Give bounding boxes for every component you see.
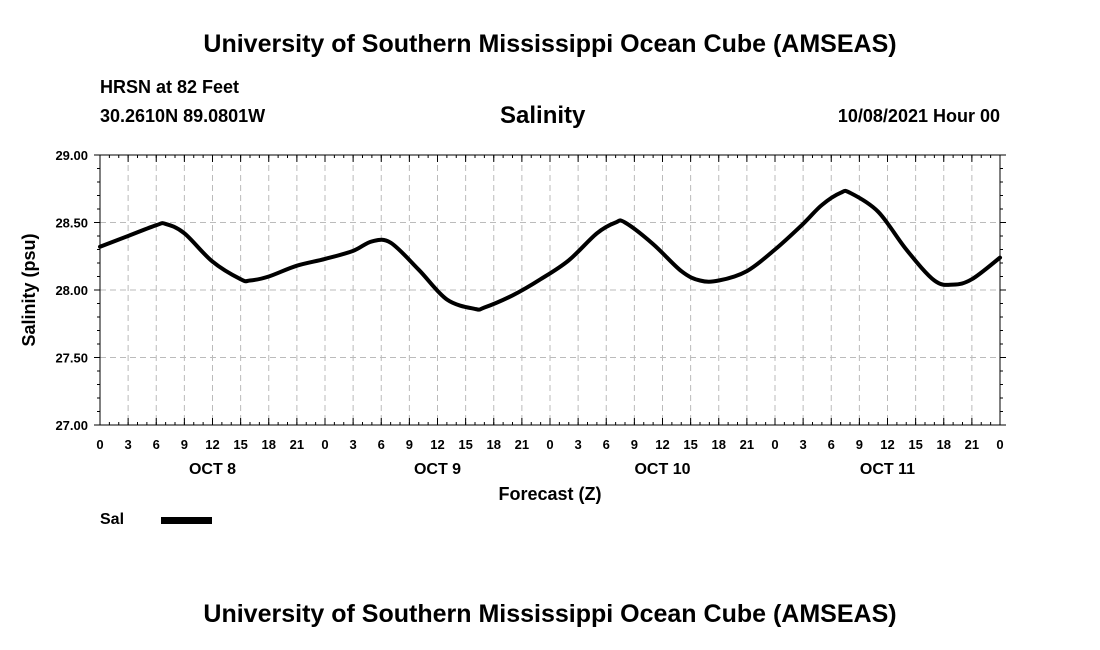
x-tick-label: 12 (205, 437, 219, 452)
x-tick-label: 18 (937, 437, 951, 452)
y-tick-label: 27.50 (55, 351, 88, 366)
x-tick-label: 9 (406, 437, 413, 452)
x-tick-label: 0 (546, 437, 553, 452)
x-tick-label: 9 (856, 437, 863, 452)
x-tick-label: 3 (125, 437, 132, 452)
x-tick-label: 3 (350, 437, 357, 452)
x-tick-label: 6 (378, 437, 385, 452)
x-tick-label: 6 (153, 437, 160, 452)
x-tick-label: 0 (96, 437, 103, 452)
location-label: 30.2610N 89.0801W (100, 106, 266, 126)
x-tick-label: 3 (575, 437, 582, 452)
x-tick-label: 9 (631, 437, 638, 452)
x-tick-label: 6 (828, 437, 835, 452)
grid (100, 155, 1000, 425)
x-tick-label: 18 (712, 437, 726, 452)
day-label: OCT 8 (189, 461, 236, 478)
x-tick-label: 21 (965, 437, 979, 452)
x-tick-label: 15 (908, 437, 922, 452)
x-tick-label: 0 (996, 437, 1003, 452)
y-tick-label: 28.00 (55, 283, 88, 298)
legend: Sal (100, 511, 212, 528)
y-axis-label: Salinity (psu) (19, 233, 39, 346)
y-tick-label: 29.00 (55, 148, 88, 163)
x-tick-label: 15 (458, 437, 472, 452)
x-tick-label: 21 (740, 437, 754, 452)
series-line-sal (98, 188, 1002, 312)
legend-label: Sal (100, 511, 124, 528)
forecast-datetime: 10/08/2021 Hour 00 (837, 106, 1000, 126)
variable-title: Salinity (500, 102, 586, 129)
axis-ticks (94, 154, 1006, 426)
legend-swatch (161, 517, 212, 524)
day-label: OCT 11 (860, 461, 915, 478)
x-tick-label: 21 (515, 437, 529, 452)
x-tick-label: 12 (655, 437, 669, 452)
x-tick-label: 15 (683, 437, 697, 452)
x-tick-label: 3 (800, 437, 807, 452)
x-tick-label: 0 (771, 437, 778, 452)
chart-title: University of Southern Mississippi Ocean… (203, 30, 897, 58)
y-tick-label: 27.00 (55, 418, 88, 433)
day-label: OCT 9 (414, 461, 461, 478)
x-tick-label: 18 (262, 437, 276, 452)
x-tick-label: 18 (487, 437, 501, 452)
x-tick-label: 6 (603, 437, 610, 452)
x-tick-label: 15 (233, 437, 247, 452)
footer-title: University of Southern Mississippi Ocean… (203, 600, 897, 628)
x-tick-label: 9 (181, 437, 188, 452)
x-tick-label: 21 (290, 437, 304, 452)
x-tick-label: 12 (430, 437, 444, 452)
x-tick-label: 12 (880, 437, 894, 452)
axis-labels: 27.00 27.50 28.00 28.50 29.00 0 3 6 9 12 15 18 21 0 3 6… (55, 148, 1003, 478)
x-axis-label: Forecast (Z) (498, 484, 601, 504)
y-tick-label: 28.50 (55, 216, 88, 231)
day-label: OCT 10 (634, 461, 690, 478)
station-label: HRSN at 82 Feet (100, 77, 240, 97)
x-tick-label: 0 (321, 437, 328, 452)
